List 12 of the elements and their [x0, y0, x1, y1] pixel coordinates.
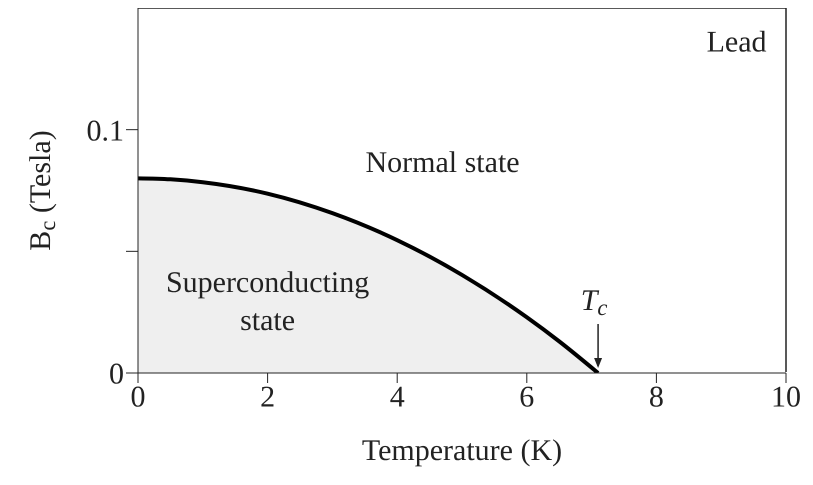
annotation: Normal state — [365, 146, 520, 179]
x-tick-label: 8 — [648, 380, 664, 414]
x-tick-label: 2 — [260, 380, 276, 414]
x-tick-label: 0 — [130, 380, 146, 414]
x-tick-label: 10 — [771, 380, 801, 414]
annotation: Lead — [706, 26, 767, 59]
annotation: Superconducting state — [166, 266, 370, 337]
x-tick-label: 4 — [390, 380, 405, 414]
x-tick-label: 6 — [519, 380, 534, 414]
annotation: T$_{c}$ — [580, 284, 608, 320]
y-tick-label: 0.1 — [86, 114, 124, 148]
x-axis-title: Temperature (K) — [362, 434, 562, 467]
